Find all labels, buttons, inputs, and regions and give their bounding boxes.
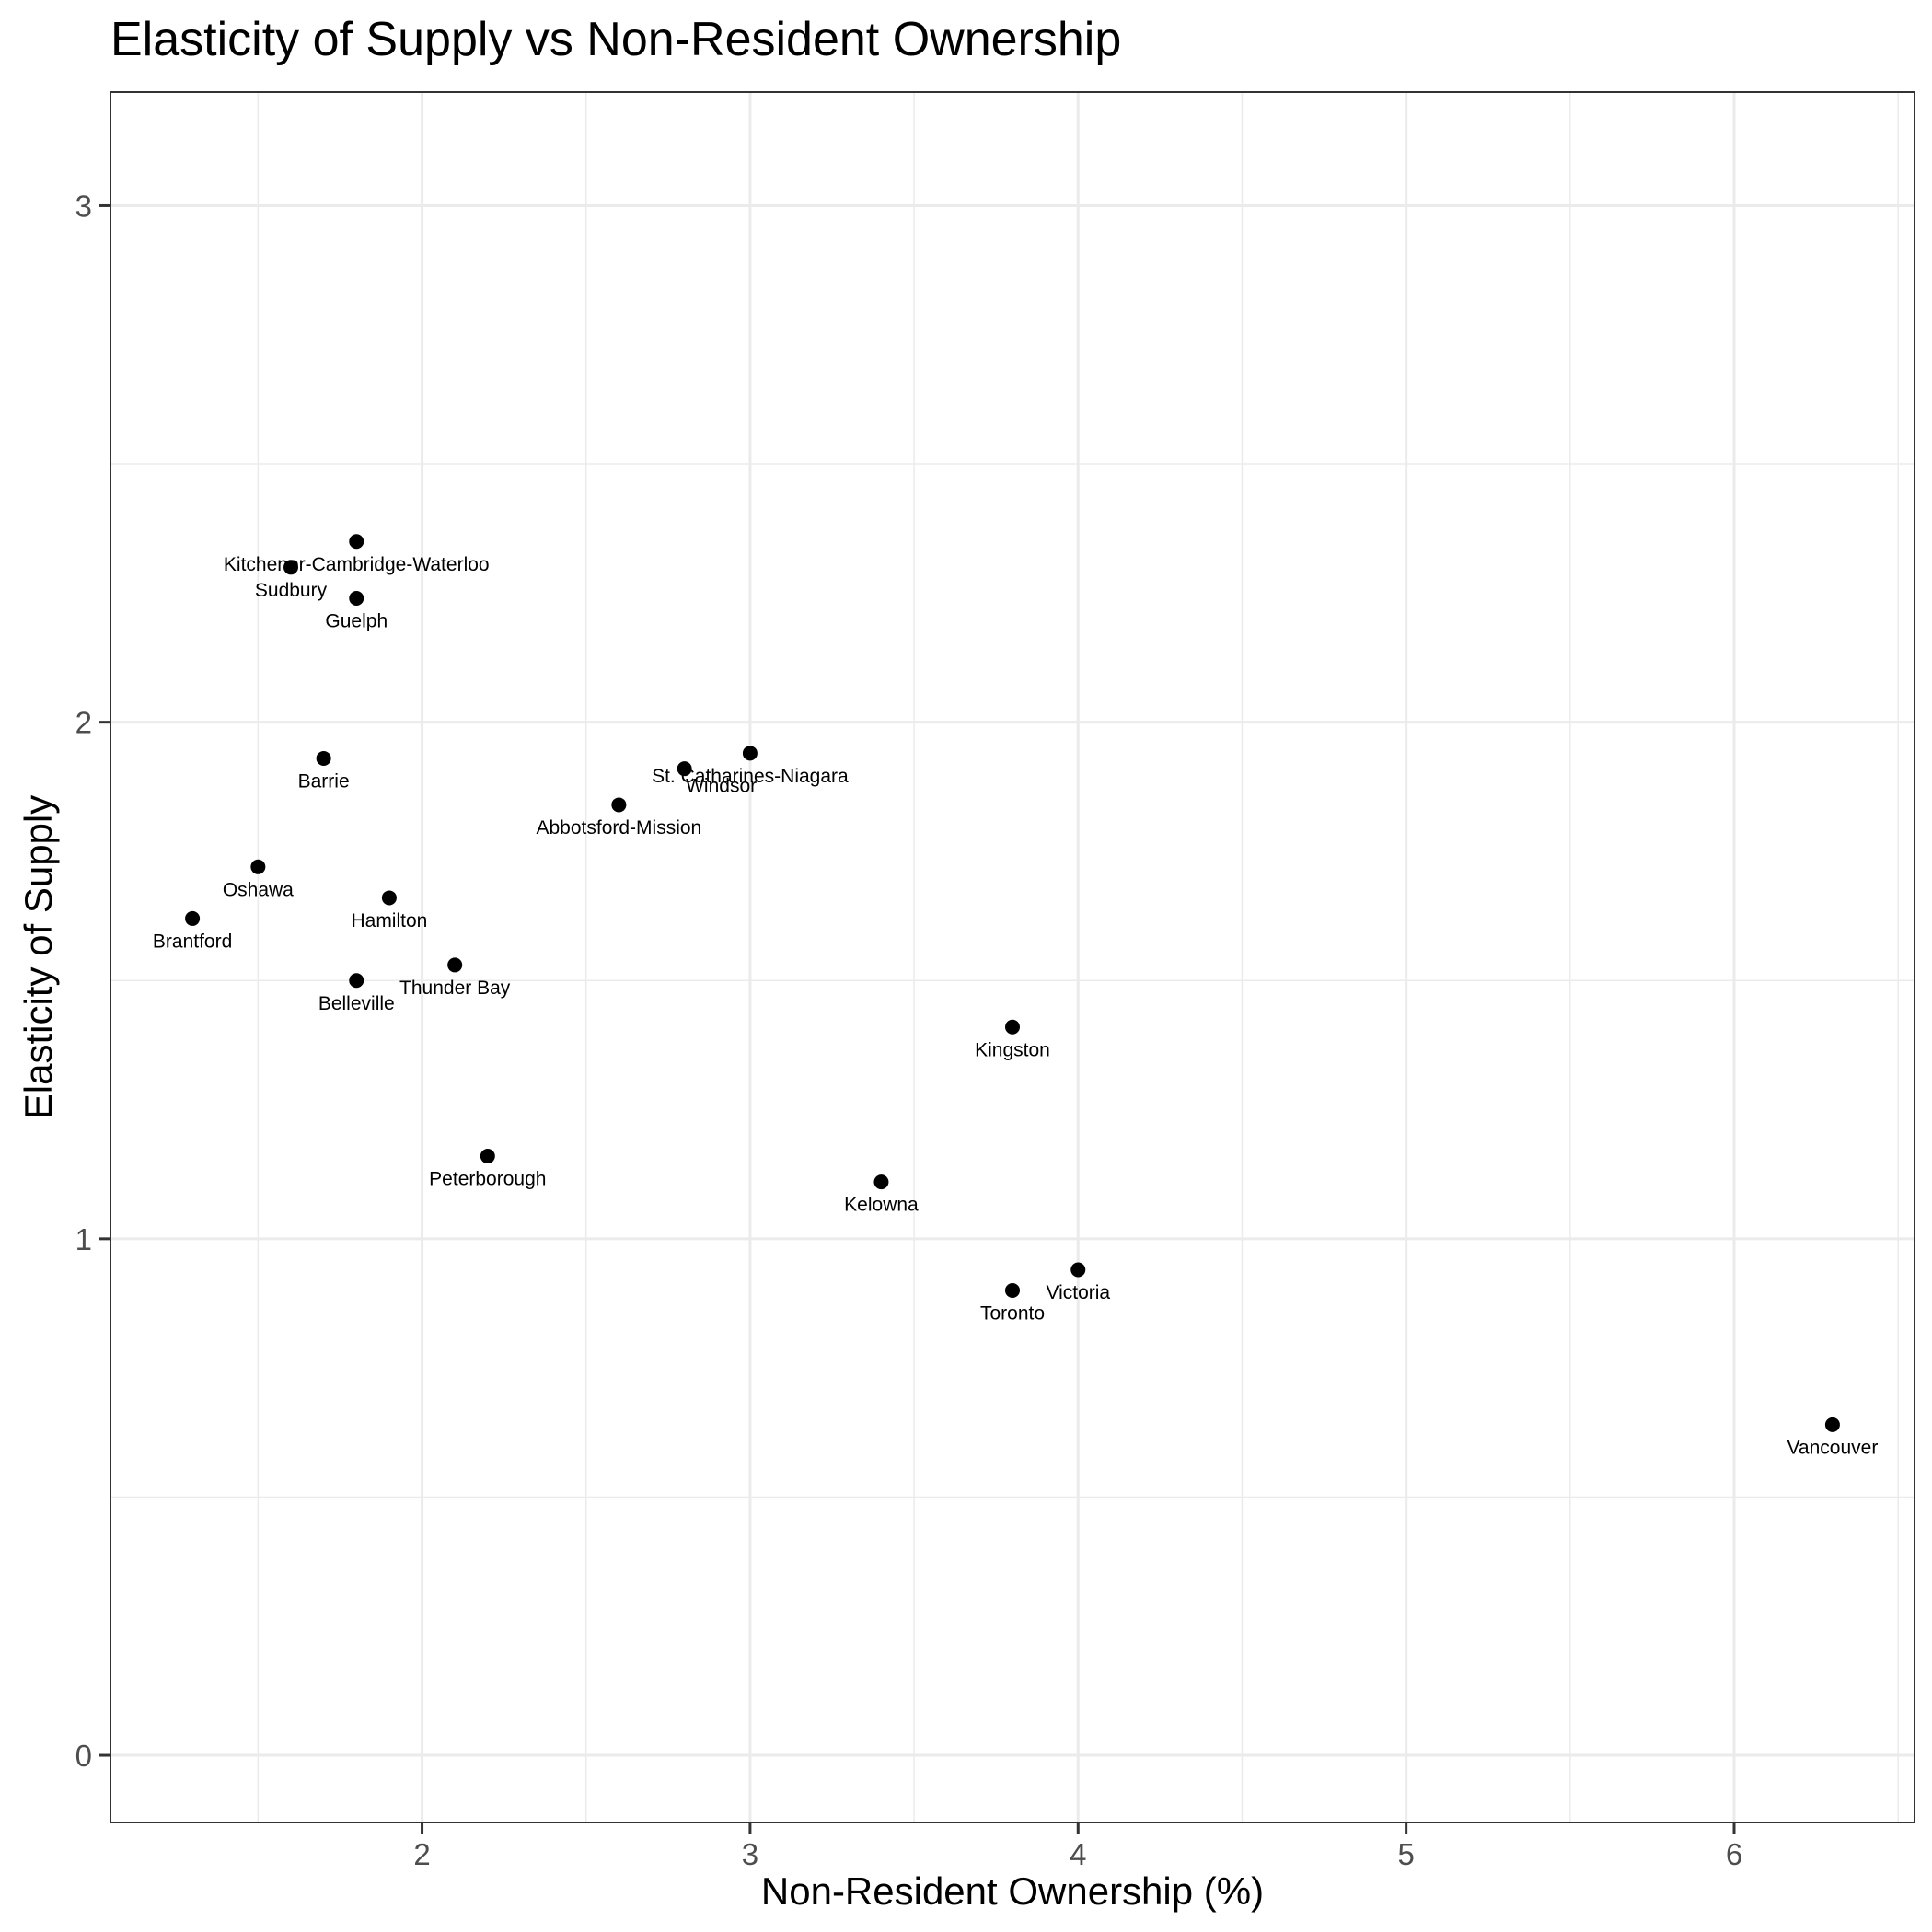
grid-lines <box>110 92 1915 1822</box>
data-point <box>1005 1282 1020 1298</box>
data-point <box>677 761 692 777</box>
point-label: Vancouver <box>1787 1437 1878 1458</box>
point-label: Oshawa <box>223 879 294 900</box>
point-label: Toronto <box>980 1303 1045 1325</box>
plot-panel <box>110 91 1915 1823</box>
data-point <box>742 746 758 761</box>
point-label: Brantford <box>153 931 232 952</box>
y-axis-title: Elasticity of Supply <box>17 795 60 1120</box>
axis-ticks: 2 3 4 5 6 0 1 2 3 <box>75 189 1743 1871</box>
x-axis-title: Non-Resident Ownership (%) <box>761 1869 1264 1913</box>
point-label: Thunder Bay <box>399 978 511 999</box>
data-point <box>381 890 397 906</box>
data-point <box>185 910 201 926</box>
x-tick-label: 6 <box>1726 1837 1742 1871</box>
point-label: Belleville <box>318 993 395 1014</box>
point-label: Kelowna <box>844 1195 919 1216</box>
data-point <box>250 859 266 874</box>
point-labels: Kitchener-Cambridge-Waterloo Sudbury Guelp… <box>153 554 1878 1459</box>
x-tick-label: 5 <box>1397 1837 1414 1871</box>
data-point <box>1824 1417 1840 1432</box>
y-tick-label: 3 <box>75 189 92 223</box>
data-point <box>349 534 364 550</box>
point-label: Windsor <box>686 776 757 797</box>
data-point <box>447 957 463 973</box>
data-point <box>611 797 627 813</box>
x-tick-label: 3 <box>742 1837 758 1871</box>
point-label: Victoria <box>1046 1282 1110 1303</box>
point-label: Sudbury <box>255 580 328 601</box>
point-label: Hamilton <box>351 910 427 931</box>
point-label: Barrie <box>298 770 350 792</box>
data-point <box>480 1149 495 1164</box>
data-point <box>283 560 298 575</box>
point-label: Guelph <box>325 611 388 632</box>
data-point <box>349 590 364 606</box>
y-tick-label: 0 <box>75 1739 92 1773</box>
point-label: Kitchener-Cambridge-Waterloo <box>224 554 490 575</box>
chart-title: Elasticity of Supply vs Non-Resident Own… <box>110 13 1121 66</box>
x-tick-label: 2 <box>413 1837 430 1871</box>
x-tick-label: 4 <box>1070 1837 1086 1871</box>
point-label: St. Catharines-Niagara <box>652 766 849 787</box>
point-label: Abbotsford-Mission <box>536 817 701 839</box>
y-tick-label: 2 <box>75 706 92 740</box>
y-tick-label: 1 <box>75 1222 92 1256</box>
point-label: Kingston <box>975 1039 1050 1060</box>
data-point <box>1005 1019 1020 1035</box>
point-label: Peterborough <box>429 1169 546 1190</box>
data-point <box>316 750 331 766</box>
data-point <box>873 1174 889 1190</box>
data-point <box>349 973 364 989</box>
data-points <box>185 534 1840 1432</box>
data-point <box>1070 1262 1086 1278</box>
